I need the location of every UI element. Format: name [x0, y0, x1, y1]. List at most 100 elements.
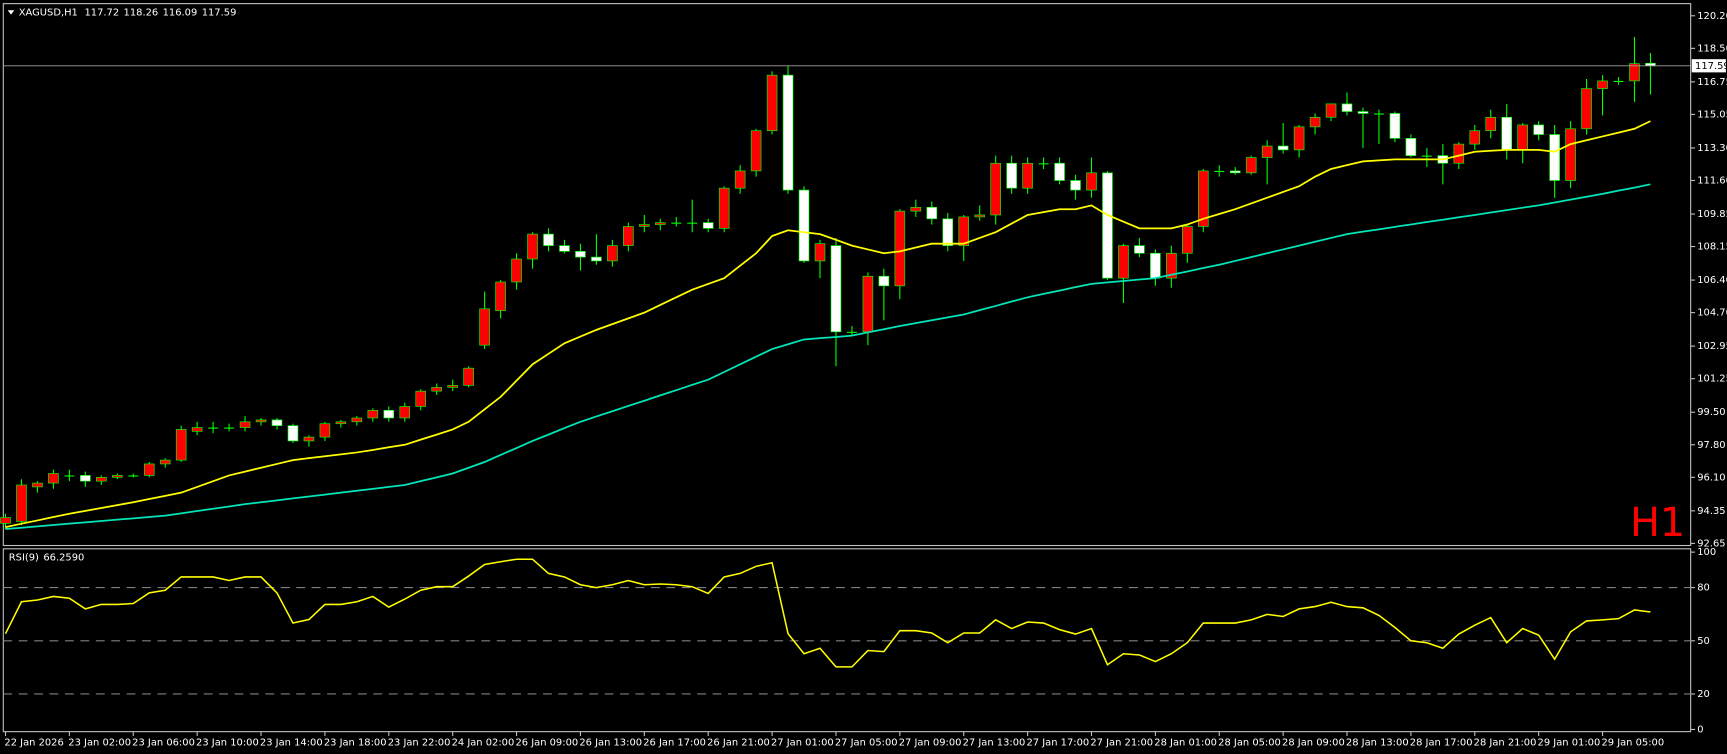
y-tick-label: 102.95: [1697, 341, 1727, 352]
candle-body: [862, 275, 874, 333]
candle-body: [383, 409, 395, 419]
rsi-line: [4, 558, 1651, 668]
candle-body: [1485, 116, 1497, 132]
candle-body: [1501, 116, 1513, 151]
candle-body: [1022, 162, 1033, 189]
candle-body: [1341, 103, 1353, 112]
candle-body: [1533, 124, 1544, 135]
candle-body: [1629, 63, 1640, 82]
candle-body: [894, 210, 906, 287]
candle-body: [846, 331, 857, 333]
symbol-header: XAGUSD,H1 117.72 118.26 116.09 117.59: [19, 7, 237, 18]
x-tick-label: 27 Jan 17:00: [1027, 738, 1090, 749]
candle-body: [1421, 155, 1432, 157]
header-open: 117.72: [84, 7, 119, 18]
candle-body: [1277, 145, 1289, 151]
y-tick-label: 92.65: [1697, 538, 1725, 549]
candle-body: [1197, 170, 1209, 227]
candle-body: [1325, 103, 1337, 118]
x-tick-label: 23 Jan 10:00: [196, 738, 259, 749]
candle-body: [671, 222, 682, 224]
x-tick-label: 28 Jan 13:00: [1346, 738, 1409, 749]
candle-body: [766, 74, 778, 132]
header-low: 116.09: [163, 7, 198, 18]
rsi-title: RSI(9): [9, 553, 39, 564]
candle-body: [607, 245, 618, 262]
candle-body: [16, 484, 27, 522]
header-arrow: [7, 10, 15, 15]
candle-body: [1214, 170, 1225, 173]
candle-body: [64, 475, 75, 477]
candle-body: [1054, 162, 1065, 181]
rsi-last-value: 66.2590: [43, 553, 84, 564]
x-tick-label: 23 Jan 02:00: [68, 738, 131, 749]
candle-body: [830, 245, 842, 333]
candle-body: [1613, 80, 1624, 83]
y-tick-label: 111.60: [1697, 175, 1727, 186]
y-tick-label: 108.15: [1697, 242, 1727, 253]
y-tick-label: 120.20: [1697, 11, 1727, 22]
rsi-header: RSI(9) 66.2590: [9, 553, 85, 564]
header-high: 118.26: [124, 7, 159, 18]
x-tick-label: 26 Jan 13:00: [579, 738, 642, 749]
candle-body: [351, 417, 363, 423]
candle-body: [974, 214, 985, 218]
y-tick-label: 0: [1697, 724, 1703, 735]
x-tick-label: 29 Jan 05:00: [1601, 738, 1664, 749]
candle-body: [575, 251, 586, 258]
candle-body: [367, 409, 379, 419]
candle-body: [128, 475, 139, 477]
candle-body: [1006, 162, 1017, 189]
candle-body: [878, 275, 890, 287]
x-tick-label: 28 Jan 01:00: [1154, 738, 1217, 749]
y-tick-label: 99.50: [1697, 407, 1725, 418]
candle-body: [1357, 111, 1369, 114]
y-tick-label: 113.30: [1697, 143, 1727, 154]
x-tick-label: 27 Jan 13:00: [963, 738, 1026, 749]
candle-body: [623, 226, 634, 246]
candle-body: [1469, 130, 1481, 145]
candle-body: [1374, 113, 1384, 115]
candle-body: [511, 258, 522, 283]
candle-body: [0, 517, 11, 524]
candle-body: [1086, 172, 1097, 191]
timeframe-watermark: H1: [1630, 500, 1685, 546]
candle-body: [1245, 157, 1257, 174]
y-tick-label: 106.40: [1697, 275, 1727, 286]
candle-body: [543, 233, 554, 246]
candle-body: [303, 436, 315, 442]
candle-body: [1565, 128, 1576, 181]
candle-body: [814, 243, 826, 262]
candle-body: [287, 425, 299, 442]
candle-body: [463, 367, 474, 386]
x-tick-label: 28 Jan 05:00: [1218, 738, 1281, 749]
candle-body: [431, 386, 442, 392]
x-tick-label: 23 Jan 18:00: [324, 738, 387, 749]
moving-average-line: [5, 183, 1651, 530]
candle-body: [1229, 170, 1241, 174]
candle-body: [271, 419, 283, 426]
x-tick-label: 23 Jan 14:00: [260, 738, 323, 749]
current-price-label: 117.59: [1695, 61, 1727, 72]
candle-body: [80, 475, 91, 482]
candle-body: [399, 406, 411, 419]
x-tick-label: 28 Jan 17:00: [1410, 738, 1473, 749]
candle-body: [910, 206, 922, 212]
x-tick-label: 27 Jan 09:00: [899, 738, 962, 749]
candle-body: [447, 385, 458, 388]
candle-body: [1309, 116, 1321, 128]
candle-body: [1070, 180, 1081, 191]
candle-body: [1166, 252, 1177, 279]
y-tick-label: 94.35: [1697, 506, 1725, 517]
candle-body: [495, 281, 506, 312]
candle-body: [191, 427, 203, 432]
x-tick-label: 27 Jan 01:00: [771, 738, 834, 749]
candle-body: [958, 216, 970, 246]
y-tick-label: 118.50: [1697, 43, 1727, 54]
candle-body: [1261, 145, 1273, 158]
y-tick-label: 100: [1697, 547, 1716, 558]
candle-body: [48, 473, 59, 484]
candle-body: [702, 222, 714, 229]
